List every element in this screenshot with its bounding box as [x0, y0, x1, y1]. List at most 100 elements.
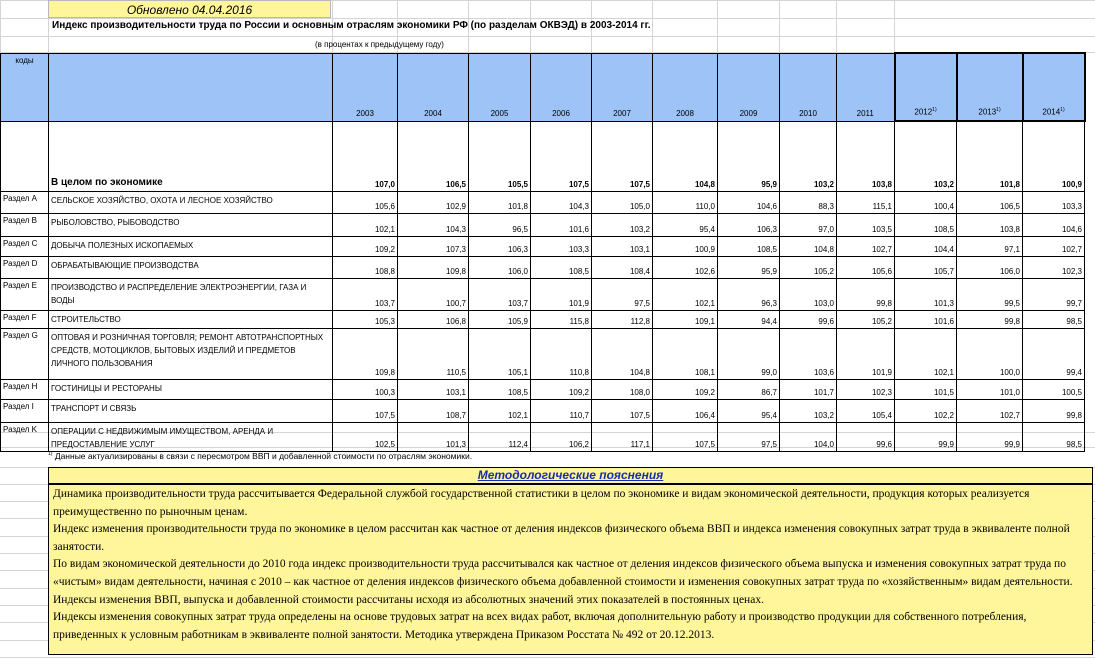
index-value: 101,7 — [779, 378, 837, 400]
index-value: 101,6 — [530, 212, 592, 237]
index-value: 95,4 — [717, 398, 780, 423]
index-value: 99,0 — [717, 327, 780, 380]
index-value: 101,3 — [397, 421, 469, 452]
index-value: 99,6 — [836, 421, 895, 452]
header-codes: коды — [0, 52, 49, 122]
index-value: 105,1 — [468, 327, 531, 380]
index-value: 106,3 — [717, 212, 780, 237]
index-value: 100,0 — [956, 327, 1023, 380]
index-value: 101,8 — [956, 120, 1023, 192]
index-value: 97,1 — [956, 235, 1023, 257]
index-value: 101,5 — [894, 378, 957, 400]
index-value: 97,0 — [779, 212, 837, 237]
index-value: 106,4 — [652, 398, 718, 423]
section-code: Раздел H — [0, 378, 49, 400]
index-value: 102,1 — [468, 398, 531, 423]
section-name: В целом по экономике — [48, 120, 333, 192]
index-value: 99,4 — [1022, 327, 1085, 380]
index-value: 97,5 — [591, 277, 653, 311]
index-value: 103,2 — [779, 120, 837, 192]
section-name: СТРОИТЕЛЬСТВО — [48, 309, 333, 329]
index-value: 101,6 — [894, 309, 957, 329]
table-row: Раздел G ОПТОВАЯ И РОЗНИЧНАЯ ТОРГОВЛЯ; РЕ… — [0, 327, 1085, 380]
table-row: Раздел E ПРОИЗВОДСТВО И РАСПРЕДЕЛЕНИЕ ЭЛЕ… — [0, 277, 1085, 311]
index-value: 100,7 — [397, 277, 469, 311]
table-row: Раздел B РЫБОЛОВСТВО, РЫБОВОДСТВО 102,1 104… — [0, 212, 1085, 237]
index-value: 99,8 — [1022, 398, 1085, 423]
index-value: 98,5 — [1022, 309, 1085, 329]
index-value: 98,5 — [1022, 421, 1085, 452]
index-value: 104,6 — [717, 190, 780, 214]
index-value: 95,4 — [652, 212, 718, 237]
index-value: 86,7 — [717, 378, 780, 400]
index-value: 107,5 — [530, 120, 592, 192]
table-row: Раздел H ГОСТИНИЦЫ И РЕСТОРАНЫ 100,3 103,1 1… — [0, 378, 1085, 400]
header-year: 2005 — [468, 52, 531, 122]
index-value: 108,5 — [530, 255, 592, 279]
index-value: 106,0 — [468, 255, 531, 279]
table-row: Раздел D ОБРАБАТЫВАЮЩИЕ ПРОИЗВОДСТВА 108,8… — [0, 255, 1085, 279]
index-value: 105,4 — [836, 398, 895, 423]
methodology-text: Динамика производительности труда рассчи… — [48, 484, 1093, 655]
header-name — [48, 52, 333, 122]
index-value: 101,9 — [836, 327, 895, 380]
index-value: 101,8 — [468, 190, 531, 214]
index-value: 103,0 — [779, 277, 837, 311]
index-value: 109,8 — [332, 327, 398, 380]
index-value: 99,7 — [1022, 277, 1085, 311]
index-value: 101,0 — [956, 378, 1023, 400]
index-value: 88,3 — [779, 190, 837, 214]
index-value: 105,7 — [894, 255, 957, 279]
index-value: 109,2 — [652, 378, 718, 400]
index-value: 100,4 — [894, 190, 957, 214]
index-value: 105,3 — [332, 309, 398, 329]
section-code: Раздел C — [0, 235, 49, 257]
index-value: 104,0 — [779, 421, 837, 452]
index-value: 103,8 — [836, 120, 895, 192]
index-value: 109,2 — [530, 378, 592, 400]
index-value: 108,5 — [717, 235, 780, 257]
index-value: 105,9 — [468, 309, 531, 329]
index-value: 107,5 — [652, 421, 718, 452]
section-name: ПРОИЗВОДСТВО И РАСПРЕДЕЛЕНИЕ ЭЛЕКТРОЭНЕР… — [48, 277, 333, 311]
header-year: 2007 — [591, 52, 653, 122]
index-value: 108,8 — [332, 255, 398, 279]
index-value: 105,6 — [836, 255, 895, 279]
section-name: ОБРАБАТЫВАЮЩИЕ ПРОИЗВОДСТВА — [48, 255, 333, 279]
index-value: 107,0 — [332, 120, 398, 192]
page-title: Индекс производительности труда по Росси… — [52, 20, 651, 31]
methodology-paragraph: Динамика производительности труда рассчи… — [53, 488, 1030, 518]
header-year: 2006 — [530, 52, 592, 122]
index-value: 99,8 — [956, 309, 1023, 329]
section-name: ОПТОВАЯ И РОЗНИЧНАЯ ТОРГОВЛЯ; РЕМОНТ АВТ… — [48, 327, 333, 380]
index-value: 108,5 — [468, 378, 531, 400]
table-row: Раздел C ДОБЫЧА ПОЛЕЗНЫХ ИСКОПАЕМЫХ 109,2 1… — [0, 235, 1085, 257]
index-value: 102,3 — [1022, 255, 1085, 279]
methodology-paragraph: Индексы изменения ВВП, выпуска и добавле… — [53, 593, 764, 606]
index-value: 102,7 — [836, 235, 895, 257]
table-row: Раздел K ОПЕРАЦИИ С НЕДВИЖИМЫМ ИМУЩЕСТВОМ… — [0, 421, 1085, 452]
index-value: 99,5 — [956, 277, 1023, 311]
methodology-paragraph: Индекс изменения производительности труд… — [53, 523, 1070, 553]
index-value: 103,1 — [591, 235, 653, 257]
index-value: 96,5 — [468, 212, 531, 237]
index-value: 102,3 — [836, 378, 895, 400]
index-value: 100,9 — [1022, 120, 1085, 192]
index-value: 105,6 — [332, 190, 398, 214]
index-value: 110,0 — [652, 190, 718, 214]
index-value: 102,1 — [332, 212, 398, 237]
index-value: 102,1 — [894, 327, 957, 380]
header-year: 2004 — [397, 52, 469, 122]
index-value: 105,5 — [468, 120, 531, 192]
index-value: 102,1 — [652, 277, 718, 311]
index-value: 106,8 — [397, 309, 469, 329]
index-value: 100,3 — [332, 378, 398, 400]
index-value: 108,4 — [591, 255, 653, 279]
index-value: 106,5 — [397, 120, 469, 192]
header-year: 2008 — [652, 52, 718, 122]
index-value: 103,2 — [894, 120, 957, 192]
index-value: 100,5 — [1022, 378, 1085, 400]
index-value: 103,5 — [836, 212, 895, 237]
section-code: Раздел B — [0, 212, 49, 237]
index-value: 107,5 — [591, 398, 653, 423]
